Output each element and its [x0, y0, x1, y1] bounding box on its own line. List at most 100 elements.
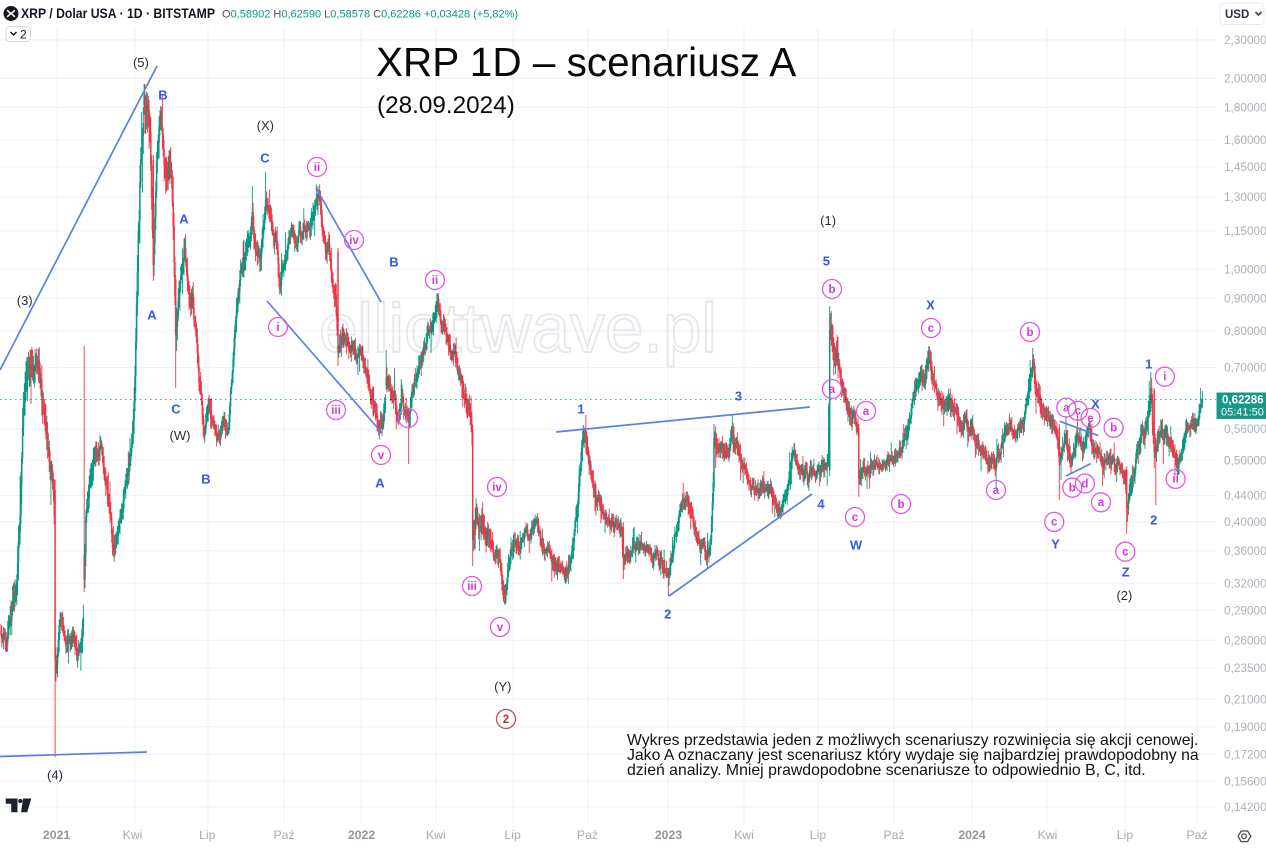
- svg-text:B: B: [158, 88, 167, 103]
- svg-text:a: a: [863, 406, 870, 418]
- svg-text:i: i: [1163, 372, 1166, 384]
- svg-text:Paź: Paź: [1186, 828, 1207, 842]
- svg-text:elliottwave.pl: elliottwave.pl: [319, 289, 717, 367]
- svg-text:1,80000: 1,80000: [1224, 101, 1266, 115]
- svg-text:(2): (2): [1116, 588, 1132, 603]
- svg-text:0,50000: 0,50000: [1224, 453, 1266, 467]
- svg-text:ii: ii: [314, 162, 320, 174]
- svg-text:0,15600: 0,15600: [1224, 774, 1266, 788]
- svg-text:1,00000: 1,00000: [1224, 263, 1266, 277]
- svg-text:Paź: Paź: [883, 828, 904, 842]
- svg-text:iii: iii: [467, 581, 477, 593]
- svg-text:0,36000: 0,36000: [1224, 544, 1266, 558]
- svg-text:b: b: [1110, 423, 1117, 435]
- svg-text:c: c: [1122, 547, 1129, 559]
- svg-text:iv: iv: [492, 482, 502, 494]
- svg-text:Lip: Lip: [810, 828, 827, 842]
- svg-text:0,44000: 0,44000: [1224, 489, 1266, 503]
- svg-text:X: X: [926, 298, 935, 313]
- svg-text:a: a: [993, 485, 1000, 497]
- svg-text:XRP 1D – scenariusz A: XRP 1D – scenariusz A: [376, 39, 796, 85]
- svg-text:0,56000: 0,56000: [1224, 422, 1266, 436]
- svg-text:0,19000: 0,19000: [1224, 720, 1266, 734]
- svg-text:2022: 2022: [348, 828, 376, 842]
- svg-text:0,40000: 0,40000: [1224, 515, 1266, 529]
- svg-text:a: a: [829, 384, 836, 396]
- svg-text:ii: ii: [432, 275, 438, 287]
- svg-text:(3): (3): [17, 293, 33, 308]
- svg-text:c: c: [928, 323, 935, 335]
- svg-text:d: d: [1081, 478, 1088, 490]
- svg-text:Paź: Paź: [273, 828, 294, 842]
- svg-text:USD: USD: [1225, 9, 1249, 21]
- svg-text:b: b: [1026, 327, 1033, 339]
- svg-text:1: 1: [1145, 357, 1152, 372]
- svg-text:Kwi: Kwi: [123, 828, 143, 842]
- svg-text:1,30000: 1,30000: [1224, 190, 1266, 204]
- svg-text:1,60000: 1,60000: [1224, 133, 1266, 147]
- svg-text:2021: 2021: [43, 828, 71, 842]
- svg-text:dzień analizy. Mniej prawdopod: dzień analizy. Mniej prawdopodobne scena…: [627, 762, 1146, 779]
- svg-text:0,26000: 0,26000: [1224, 634, 1266, 648]
- svg-text:Z: Z: [1122, 565, 1130, 580]
- svg-text:Lip: Lip: [504, 828, 521, 842]
- svg-text:v: v: [497, 622, 504, 634]
- svg-text:1,45000: 1,45000: [1224, 160, 1266, 174]
- svg-text:B: B: [389, 255, 398, 270]
- svg-text:iv: iv: [349, 235, 359, 247]
- svg-text:Lip: Lip: [1117, 828, 1134, 842]
- svg-text:XRP / Dolar USA · 1D · BITSTAM: XRP / Dolar USA · 1D · BITSTAMP: [21, 5, 215, 21]
- svg-text:(X): (X): [257, 118, 274, 133]
- svg-text:Kwi: Kwi: [1038, 828, 1058, 842]
- svg-text:X: X: [1091, 397, 1100, 412]
- svg-text:Paź: Paź: [577, 828, 598, 842]
- svg-text:c: c: [1075, 406, 1082, 418]
- svg-text:a: a: [1098, 497, 1105, 509]
- svg-text:0,21000: 0,21000: [1224, 692, 1266, 706]
- svg-text:0,29000: 0,29000: [1224, 603, 1266, 617]
- svg-text:Lip: Lip: [199, 828, 216, 842]
- svg-text:A: A: [375, 476, 385, 491]
- svg-text:b: b: [1069, 483, 1076, 495]
- svg-text:C: C: [260, 151, 270, 166]
- svg-text:Kwi: Kwi: [734, 828, 754, 842]
- svg-text:c: c: [1051, 517, 1058, 529]
- svg-text:b: b: [828, 284, 835, 296]
- svg-text:i: i: [406, 413, 409, 425]
- svg-text:0,23500: 0,23500: [1224, 661, 1266, 675]
- svg-text:(W): (W): [170, 428, 191, 443]
- svg-text:5: 5: [823, 254, 830, 269]
- svg-text:2: 2: [1150, 513, 1157, 528]
- svg-text:(5): (5): [133, 55, 149, 70]
- svg-text:0,80000: 0,80000: [1224, 324, 1266, 338]
- svg-text:(Y): (Y): [494, 679, 511, 694]
- svg-text:C: C: [171, 402, 181, 417]
- svg-text:(1): (1): [820, 213, 836, 228]
- svg-text:e: e: [1087, 413, 1093, 425]
- svg-text:Y: Y: [1051, 537, 1060, 552]
- svg-text:ii: ii: [1172, 474, 1178, 486]
- svg-text:0,70000: 0,70000: [1224, 361, 1266, 375]
- svg-text:b: b: [897, 499, 904, 511]
- svg-text:2,30000: 2,30000: [1224, 33, 1266, 47]
- svg-text:O0,58902 H0,62590 L0,58578 C0,: O0,58902 H0,62590 L0,58578 C0,62286 +0,0…: [222, 9, 518, 21]
- svg-text:1: 1: [577, 402, 584, 417]
- svg-text:Kwi: Kwi: [426, 828, 446, 842]
- svg-text:2024: 2024: [958, 828, 986, 842]
- svg-text:2: 2: [664, 607, 671, 622]
- svg-text:(28.09.2024): (28.09.2024): [377, 92, 515, 119]
- svg-text:A: A: [147, 308, 157, 323]
- svg-text:(4): (4): [47, 768, 63, 783]
- svg-text:c: c: [852, 512, 859, 524]
- svg-text:i: i: [276, 322, 279, 334]
- svg-text:0,32000: 0,32000: [1224, 576, 1266, 590]
- svg-text:A: A: [179, 212, 189, 227]
- svg-text:4: 4: [817, 497, 825, 512]
- svg-text:1,15000: 1,15000: [1224, 224, 1266, 238]
- svg-text:3: 3: [735, 389, 742, 404]
- svg-text:0,17200: 0,17200: [1224, 747, 1266, 761]
- svg-text:2: 2: [503, 714, 509, 726]
- svg-text:W: W: [850, 538, 863, 553]
- svg-text:iii: iii: [331, 405, 341, 417]
- svg-text:0,14200: 0,14200: [1224, 800, 1266, 814]
